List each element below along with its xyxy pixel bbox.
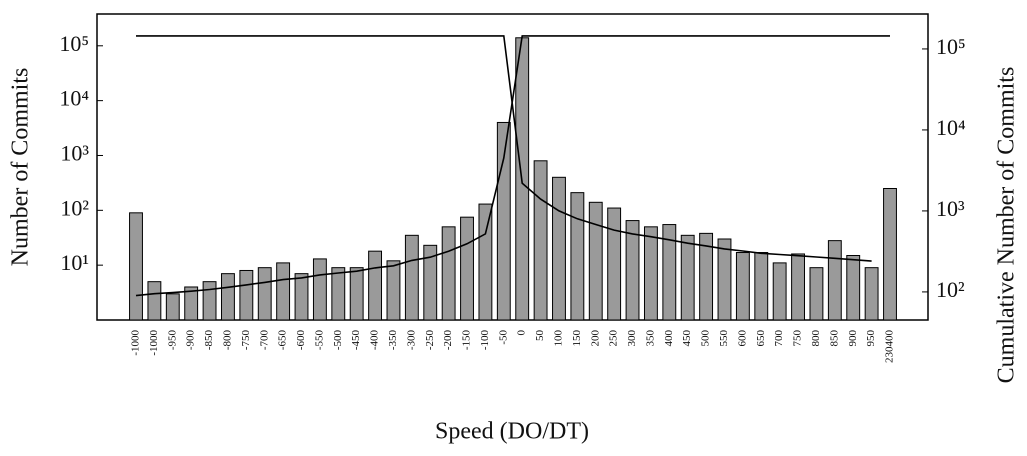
bar xyxy=(791,253,805,321)
x-tick-label: 550 xyxy=(718,330,730,347)
bar xyxy=(662,224,677,321)
bar xyxy=(460,216,474,321)
bar xyxy=(239,269,254,321)
x-tick-label: -300 xyxy=(405,330,417,351)
y-tick-label: 10³ xyxy=(60,141,89,166)
bar xyxy=(257,267,272,321)
x-tick-label: 150 xyxy=(571,330,583,347)
bar xyxy=(386,260,401,321)
bar xyxy=(404,234,419,321)
y2-tick-label: 10⁵ xyxy=(936,34,966,59)
x-tick-label: 900 xyxy=(847,330,859,347)
x-tick-label: 0 xyxy=(516,330,528,336)
x-tick-label: 230400 xyxy=(884,330,896,364)
bar xyxy=(221,273,235,321)
bar xyxy=(570,192,585,321)
x-tick-label: -150 xyxy=(461,330,473,351)
x-tick-label: -1000 xyxy=(148,330,160,356)
bar xyxy=(680,234,695,321)
plot-frame xyxy=(96,13,929,321)
x-tick-label: -250 xyxy=(424,330,436,351)
bar xyxy=(827,240,842,321)
bar xyxy=(735,252,750,321)
bar xyxy=(202,281,217,321)
bar xyxy=(312,258,327,321)
bar xyxy=(129,212,143,321)
x-tick-label: -50 xyxy=(497,330,509,345)
y2-axis-title: Cumulative Number of Commits xyxy=(994,67,1020,384)
x-tick-label: -750 xyxy=(240,330,252,351)
bar xyxy=(883,187,897,321)
x-tick-label: -950 xyxy=(166,330,178,351)
x-tick-label: 50 xyxy=(534,330,546,342)
bar xyxy=(864,267,879,321)
bar xyxy=(331,267,346,321)
bar xyxy=(294,273,309,321)
x-tick-label: 950 xyxy=(865,330,877,347)
x-tick-label: 750 xyxy=(792,330,804,347)
x-tick-label: -800 xyxy=(221,330,233,351)
y-tick-label: 10⁵ xyxy=(59,31,89,56)
x-tick-label: 350 xyxy=(644,330,656,347)
line xyxy=(135,35,890,297)
bar xyxy=(772,262,787,321)
x-tick-label: 700 xyxy=(773,330,785,347)
bar xyxy=(496,121,511,321)
x-axis-title: Speed (DO/DT) xyxy=(435,419,589,445)
x-tick-label: -550 xyxy=(313,330,325,351)
bar xyxy=(276,262,291,321)
x-tick-label: 200 xyxy=(589,330,601,347)
x-tick-label: -900 xyxy=(185,330,197,351)
y2-tick-label: 10³ xyxy=(936,196,965,221)
bar xyxy=(368,250,383,321)
x-tick-label: 100 xyxy=(553,330,565,347)
x-tick-label: -850 xyxy=(203,330,215,351)
y-axis-title: Number of Commits xyxy=(8,68,34,267)
x-tick-label: 650 xyxy=(755,330,767,347)
bar xyxy=(607,207,622,321)
x-tick-label: -350 xyxy=(387,330,399,351)
bar xyxy=(643,226,658,321)
x-tick-label: -650 xyxy=(277,330,289,351)
bar xyxy=(423,244,438,321)
bar xyxy=(184,286,199,321)
bar xyxy=(754,252,769,321)
bar xyxy=(533,160,548,321)
x-tick-label: -400 xyxy=(369,330,381,351)
bar xyxy=(717,238,732,321)
line xyxy=(136,35,872,262)
bar xyxy=(588,201,603,321)
bar xyxy=(478,203,493,321)
bar xyxy=(349,267,364,321)
x-tick-label: -100 xyxy=(479,330,491,351)
bar xyxy=(441,226,456,321)
x-tick-label: 800 xyxy=(810,330,822,347)
x-tick-label: -200 xyxy=(442,330,454,351)
y2-tick-label: 10² xyxy=(936,277,965,302)
x-tick-label: 600 xyxy=(736,330,748,347)
x-tick-label: 250 xyxy=(608,330,620,347)
y2-tick-label: 10⁴ xyxy=(936,115,966,140)
bar xyxy=(699,232,714,321)
x-tick-label: 300 xyxy=(626,330,638,347)
bar xyxy=(147,281,162,321)
bar xyxy=(552,176,566,321)
bar xyxy=(846,255,861,321)
y-tick-label: 10⁴ xyxy=(59,86,89,111)
x-tick-label: 850 xyxy=(828,330,840,347)
x-tick-label: -700 xyxy=(258,330,270,351)
x-tick-label: -450 xyxy=(350,330,362,351)
x-tick-label: 500 xyxy=(700,330,712,347)
x-tick-label: 400 xyxy=(663,330,675,347)
x-tick-label: -1000 xyxy=(130,330,142,356)
x-tick-label: 450 xyxy=(681,330,693,347)
bar xyxy=(625,220,640,321)
bar xyxy=(165,293,180,321)
bar xyxy=(809,267,824,321)
y-tick-label: 10¹ xyxy=(60,250,89,275)
x-tick-label: -600 xyxy=(295,330,307,351)
y-tick-label: 10² xyxy=(60,195,89,220)
x-tick-label: -500 xyxy=(332,330,344,351)
